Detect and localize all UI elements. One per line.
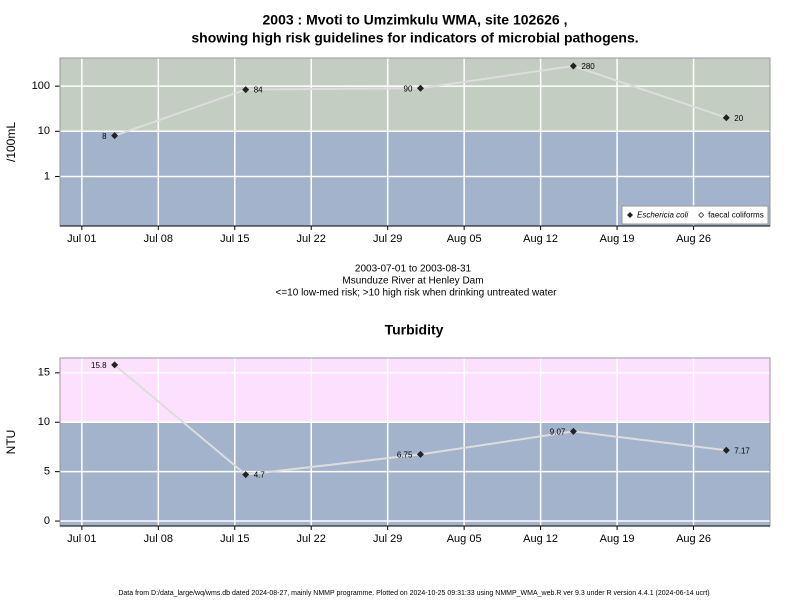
x-tick-label: Jul 29 [373, 233, 402, 245]
point [569, 427, 577, 435]
point [569, 62, 577, 70]
note: Msunduze River at Henley Dam [342, 276, 483, 287]
x-tick-label: Jul 15 [220, 533, 249, 545]
y-tick-label: 10 [38, 416, 50, 428]
legend-marker [698, 212, 705, 218]
data-label: 20 [734, 114, 743, 123]
x-tick-label: Jul 15 [220, 233, 249, 245]
point [416, 84, 424, 92]
data-label: 280 [581, 62, 595, 71]
note: <=10 low-med risk; >10 high risk when dr… [276, 288, 558, 299]
x-tick-label: Jul 08 [144, 533, 173, 545]
x-tick-label: Jul 01 [67, 233, 96, 245]
x-tick-label: Jul 22 [297, 233, 326, 245]
x-tick-label: Aug 05 [447, 533, 482, 545]
band-low [60, 422, 770, 526]
chart-subtitle: showing high risk guidelines for indicat… [191, 30, 638, 46]
x-tick-label: Aug 12 [523, 533, 558, 545]
band-high [60, 358, 770, 423]
point [111, 361, 119, 369]
data-label: 7.17 [734, 446, 750, 455]
y-tick-label: 5 [44, 466, 50, 478]
data-label: 15.8 [91, 361, 107, 370]
band-high [60, 58, 770, 132]
data-label: 4.7 [254, 471, 266, 480]
y-tick-label: 15 [38, 367, 50, 379]
x-tick-label: Aug 19 [600, 233, 635, 245]
footer: Data from D:/data_large/wq/wms.db dated … [118, 590, 709, 597]
legend-box [621, 205, 769, 225]
legend-label: Eschericia coli [637, 211, 688, 220]
note: 2003-07-01 to 2003-08-31 [355, 264, 472, 275]
x-tick-label: Aug 12 [523, 233, 558, 245]
point [242, 86, 250, 94]
point [242, 471, 250, 479]
y-tick-label: 10 [38, 125, 50, 137]
data-label: 8 [102, 132, 107, 141]
chart-title: Turbidity [385, 322, 444, 338]
x-tick-label: Jul 29 [373, 533, 402, 545]
point [416, 450, 424, 458]
chart-title: 2003 : Mvoti to Umzimkulu WMA, site 1026… [263, 12, 568, 28]
point [722, 446, 730, 454]
x-tick-label: Aug 26 [676, 233, 711, 245]
x-tick-label: Jul 01 [67, 533, 96, 545]
data-label: 84 [254, 86, 263, 95]
point [722, 114, 730, 122]
y-axis-title: /100mL [4, 122, 18, 162]
x-tick-label: Jul 08 [144, 233, 173, 245]
data-label: 90 [404, 84, 413, 93]
x-tick-label: Aug 19 [600, 533, 635, 545]
x-tick-label: Aug 05 [447, 233, 482, 245]
y-tick-label: 1 [44, 170, 50, 182]
data-label: 9.07 [550, 428, 566, 437]
legend-label: faecal coliforms [708, 211, 764, 220]
x-tick-label: Jul 22 [297, 533, 326, 545]
y-tick-label: 0 [44, 515, 50, 527]
legend-marker [627, 212, 633, 218]
y-axis-title: NTU [4, 430, 18, 455]
x-tick-label: Aug 26 [676, 533, 711, 545]
data-label: 6.75 [397, 450, 413, 459]
point [111, 132, 119, 140]
y-tick-label: 100 [32, 80, 50, 92]
